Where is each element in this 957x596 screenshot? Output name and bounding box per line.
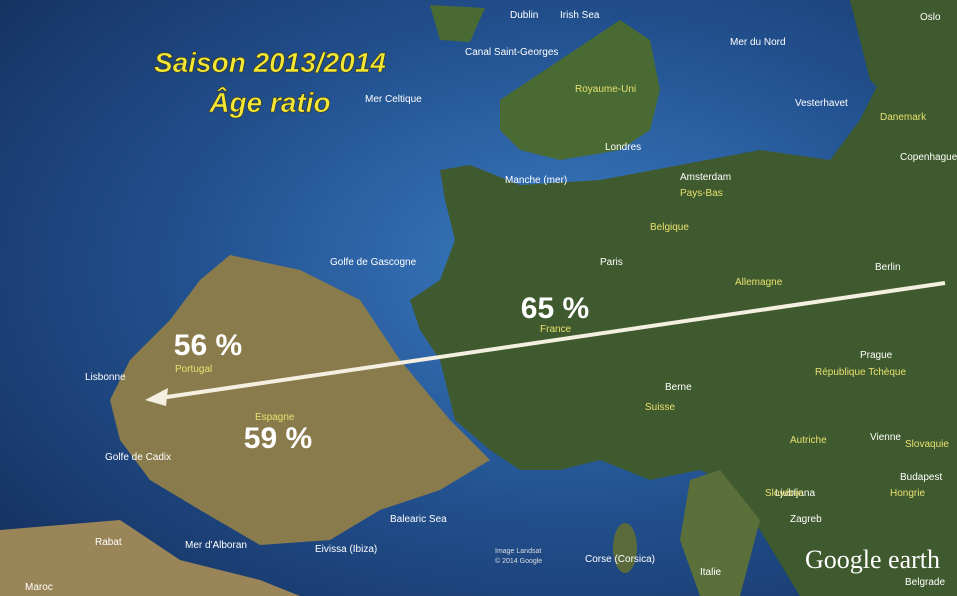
place-label: Vesterhavet — [795, 98, 848, 109]
ratio-label: 65 % — [521, 292, 589, 325]
credit: Image Landsat — [495, 548, 541, 555]
place-label: Irish Sea — [560, 10, 600, 21]
place-label: Hongrie — [890, 488, 925, 499]
place-label: Allemagne — [735, 277, 783, 288]
place-label: Balearic Sea — [390, 514, 447, 525]
place-label: Portugal — [175, 364, 212, 375]
place-label: Budapest — [900, 472, 942, 483]
place-label: Slovénie — [765, 488, 804, 499]
place-label: Golfe de Gascogne — [330, 257, 417, 268]
place-label: Amsterdam — [680, 172, 731, 183]
map: Saison 2013/2014 Âge ratio 65 % 56 % 59 … — [0, 0, 957, 596]
place-label: Dublin — [510, 10, 538, 21]
place-label: Mer d'Alboran — [185, 540, 247, 551]
place-label: Royaume-Uni — [575, 84, 636, 95]
place-label: Rabat — [95, 537, 122, 548]
place-label: Italie — [700, 567, 722, 578]
place-label: Manche (mer) — [505, 175, 567, 186]
place-label: Belgique — [650, 222, 689, 233]
place-label: Maroc — [25, 582, 53, 593]
place-label: Canal Saint-Georges — [465, 47, 558, 58]
place-label: Berne — [665, 382, 692, 393]
title-line2: Âge ratio — [208, 87, 330, 118]
place-label: Slovaquie — [905, 439, 949, 450]
ratio-label: 56 % — [174, 329, 242, 362]
place-label: Golfe de Cadix — [105, 452, 171, 463]
place-label: Belgrade — [905, 577, 945, 588]
place-label: Berlin — [875, 262, 901, 273]
place-label: République Tchèque — [815, 367, 906, 378]
ratio-label: 59 % — [244, 422, 312, 455]
place-label: Espagne — [255, 412, 295, 423]
place-label: Mer du Nord — [730, 37, 786, 48]
place-label: Londres — [605, 142, 641, 153]
logo: Google earth — [805, 545, 940, 574]
place-label: Autriche — [790, 435, 827, 446]
place-label: Mer Celtique — [365, 94, 422, 105]
place-label: Prague — [860, 350, 893, 361]
place-label: Suisse — [645, 402, 675, 413]
place-label: Lisbonne — [85, 372, 126, 383]
land-corsica — [613, 523, 637, 573]
place-label: Vienne — [870, 432, 901, 443]
place-label: Paris — [600, 257, 623, 268]
place-label: Zagreb — [790, 514, 822, 525]
credit: © 2014 Google — [495, 557, 542, 565]
place-label: Eivissa (Ibiza) — [315, 544, 377, 555]
place-label: Pays-Bas — [680, 188, 723, 199]
place-label: Danemark — [880, 112, 927, 123]
place-label: France — [540, 324, 572, 335]
place-label: Copenhague — [900, 152, 957, 163]
place-label: Oslo — [920, 12, 941, 23]
title-line1: Saison 2013/2014 — [154, 47, 386, 78]
place-label: Corse (Corsica) — [585, 554, 655, 565]
